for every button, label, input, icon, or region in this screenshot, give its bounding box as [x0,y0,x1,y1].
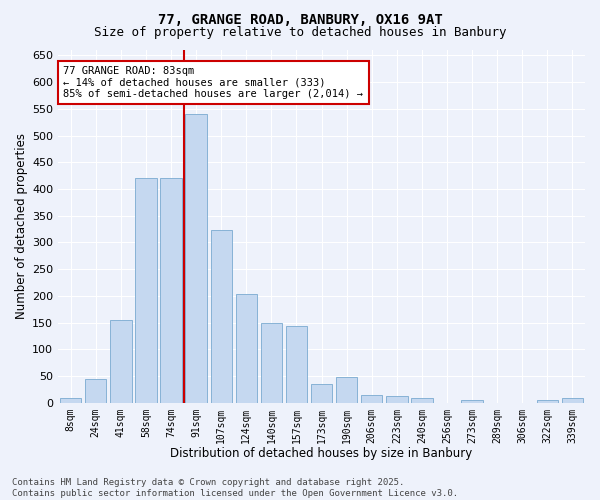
Bar [286,326,307,402]
Bar [562,398,583,402]
Bar [185,114,207,403]
Text: 77 GRANGE ROAD: 83sqm
← 14% of detached houses are smaller (333)
85% of semi-det: 77 GRANGE ROAD: 83sqm ← 14% of detached … [64,66,364,99]
Y-axis label: Number of detached properties: Number of detached properties [15,134,28,320]
Bar [386,396,407,402]
Text: Contains HM Land Registry data © Crown copyright and database right 2025.
Contai: Contains HM Land Registry data © Crown c… [12,478,458,498]
Bar [537,400,558,402]
Bar [135,178,157,402]
Bar [336,377,358,402]
Bar [461,400,483,402]
Bar [211,230,232,402]
Bar [60,398,82,402]
Bar [160,178,182,402]
Bar [110,320,131,402]
Text: 77, GRANGE ROAD, BANBURY, OX16 9AT: 77, GRANGE ROAD, BANBURY, OX16 9AT [158,12,442,26]
Bar [411,398,433,402]
Text: Size of property relative to detached houses in Banbury: Size of property relative to detached ho… [94,26,506,39]
Bar [85,378,106,402]
X-axis label: Distribution of detached houses by size in Banbury: Distribution of detached houses by size … [170,447,473,460]
Bar [361,394,382,402]
Bar [236,294,257,403]
Bar [261,322,282,402]
Bar [311,384,332,402]
